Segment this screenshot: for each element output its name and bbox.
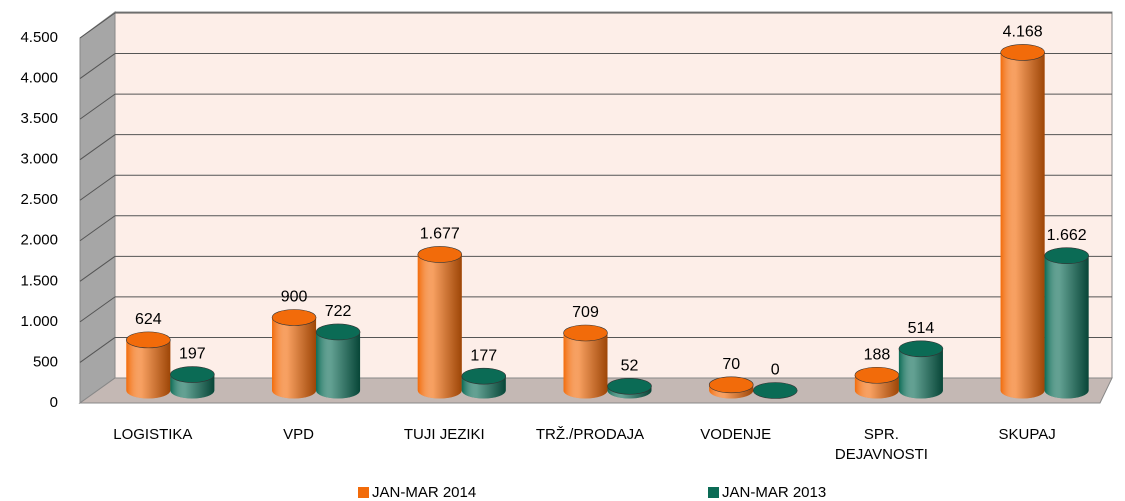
cylinder-top xyxy=(1000,44,1045,61)
value-label: 197 xyxy=(179,346,206,363)
bar xyxy=(271,309,317,399)
bar xyxy=(315,323,361,399)
cylinder-shade xyxy=(563,332,608,399)
cylinder-shade xyxy=(417,254,462,399)
value-label: 52 xyxy=(621,358,639,375)
bar xyxy=(126,331,171,399)
value-label: 4.168 xyxy=(1003,24,1043,41)
bar xyxy=(1044,247,1089,399)
bar xyxy=(708,376,754,399)
legend-label: JAN-MAR 2014 xyxy=(372,484,477,501)
value-label: 70 xyxy=(722,356,740,373)
bar xyxy=(1000,44,1045,399)
grid-line-side xyxy=(79,337,116,363)
y-tick-label: 1.000 xyxy=(20,313,58,330)
cylinder-shade xyxy=(898,348,943,399)
grid-line-side xyxy=(79,12,116,39)
y-tick-label: 2.500 xyxy=(20,191,58,208)
bar xyxy=(898,340,944,399)
cylinder-top xyxy=(708,376,754,394)
cylinder-top xyxy=(315,323,361,341)
side-wall xyxy=(79,11,116,404)
y-tick-label: 4.000 xyxy=(20,70,58,87)
grid-line-side xyxy=(79,215,116,242)
value-label: 900 xyxy=(281,289,308,306)
value-label: 0 xyxy=(771,362,780,379)
cylinder-top xyxy=(417,246,463,263)
cylinder-top xyxy=(563,324,608,342)
legend-item: JAN-MAR 2014 xyxy=(358,484,476,501)
legend-swatch xyxy=(358,487,369,498)
back-wall xyxy=(114,11,1113,379)
x-tick-label: LOGISTIKA xyxy=(113,426,193,443)
bar xyxy=(752,382,798,399)
cylinder-top xyxy=(607,377,652,395)
cylinder-top xyxy=(126,331,171,349)
cylinder-top xyxy=(170,366,215,383)
cylinder-shade xyxy=(126,339,171,399)
y-tick-label: 3.500 xyxy=(20,110,58,127)
grid-line-side xyxy=(79,296,116,323)
cylinder-shade xyxy=(316,331,361,399)
value-label: 624 xyxy=(135,311,162,328)
cylinder-top xyxy=(1044,247,1089,264)
x-tick-label: SPR. DEJAVNOSTI xyxy=(834,426,928,463)
y-tick-label: 2.000 xyxy=(20,232,58,249)
grid-line-side xyxy=(79,93,116,120)
cylinder-top xyxy=(461,367,507,385)
x-tick-label: VODENJE xyxy=(700,426,772,443)
value-label: 1.677 xyxy=(420,226,460,243)
value-label: 514 xyxy=(908,320,935,337)
x-tick-label: VPD xyxy=(283,426,314,443)
legend-item: JAN-MAR 2013 xyxy=(708,484,826,501)
bar xyxy=(461,367,507,399)
grid-line-side xyxy=(79,134,116,161)
grid-line-side xyxy=(79,255,116,282)
legend-label: JAN-MAR 2013 xyxy=(722,484,827,501)
y-tick-label: 4.500 xyxy=(20,29,58,46)
y-tick-label: 500 xyxy=(33,353,58,370)
bar xyxy=(854,366,900,399)
value-label: 177 xyxy=(470,347,497,364)
value-label: 709 xyxy=(572,304,599,321)
grid-line-side xyxy=(79,174,116,201)
cylinder-top xyxy=(752,382,798,399)
value-label: 1.662 xyxy=(1047,227,1087,244)
bar xyxy=(563,324,608,399)
value-label: 722 xyxy=(325,303,352,320)
cylinder-top xyxy=(271,309,317,326)
value-label: 188 xyxy=(864,346,891,363)
cylinder-shade xyxy=(1000,52,1045,399)
x-tick-label: TRŽ./PRODAJA xyxy=(535,426,645,443)
y-tick-label: 1.500 xyxy=(20,272,58,289)
bar xyxy=(607,377,652,399)
cylinder-top xyxy=(898,340,944,358)
y-tick-label: 3.000 xyxy=(20,151,58,168)
cylinder-shade xyxy=(272,317,317,399)
y-tick-label: 0 xyxy=(50,394,58,411)
x-tick-label: TUJI JEZIKI xyxy=(403,426,485,443)
legend-swatch xyxy=(708,487,719,498)
cylinder-shade xyxy=(1044,255,1089,399)
cylinder-top xyxy=(854,366,900,384)
x-tick-label: SKUPAJ xyxy=(998,426,1056,443)
bar xyxy=(417,246,463,399)
grid-line-side xyxy=(79,53,116,79)
bar xyxy=(170,366,215,399)
